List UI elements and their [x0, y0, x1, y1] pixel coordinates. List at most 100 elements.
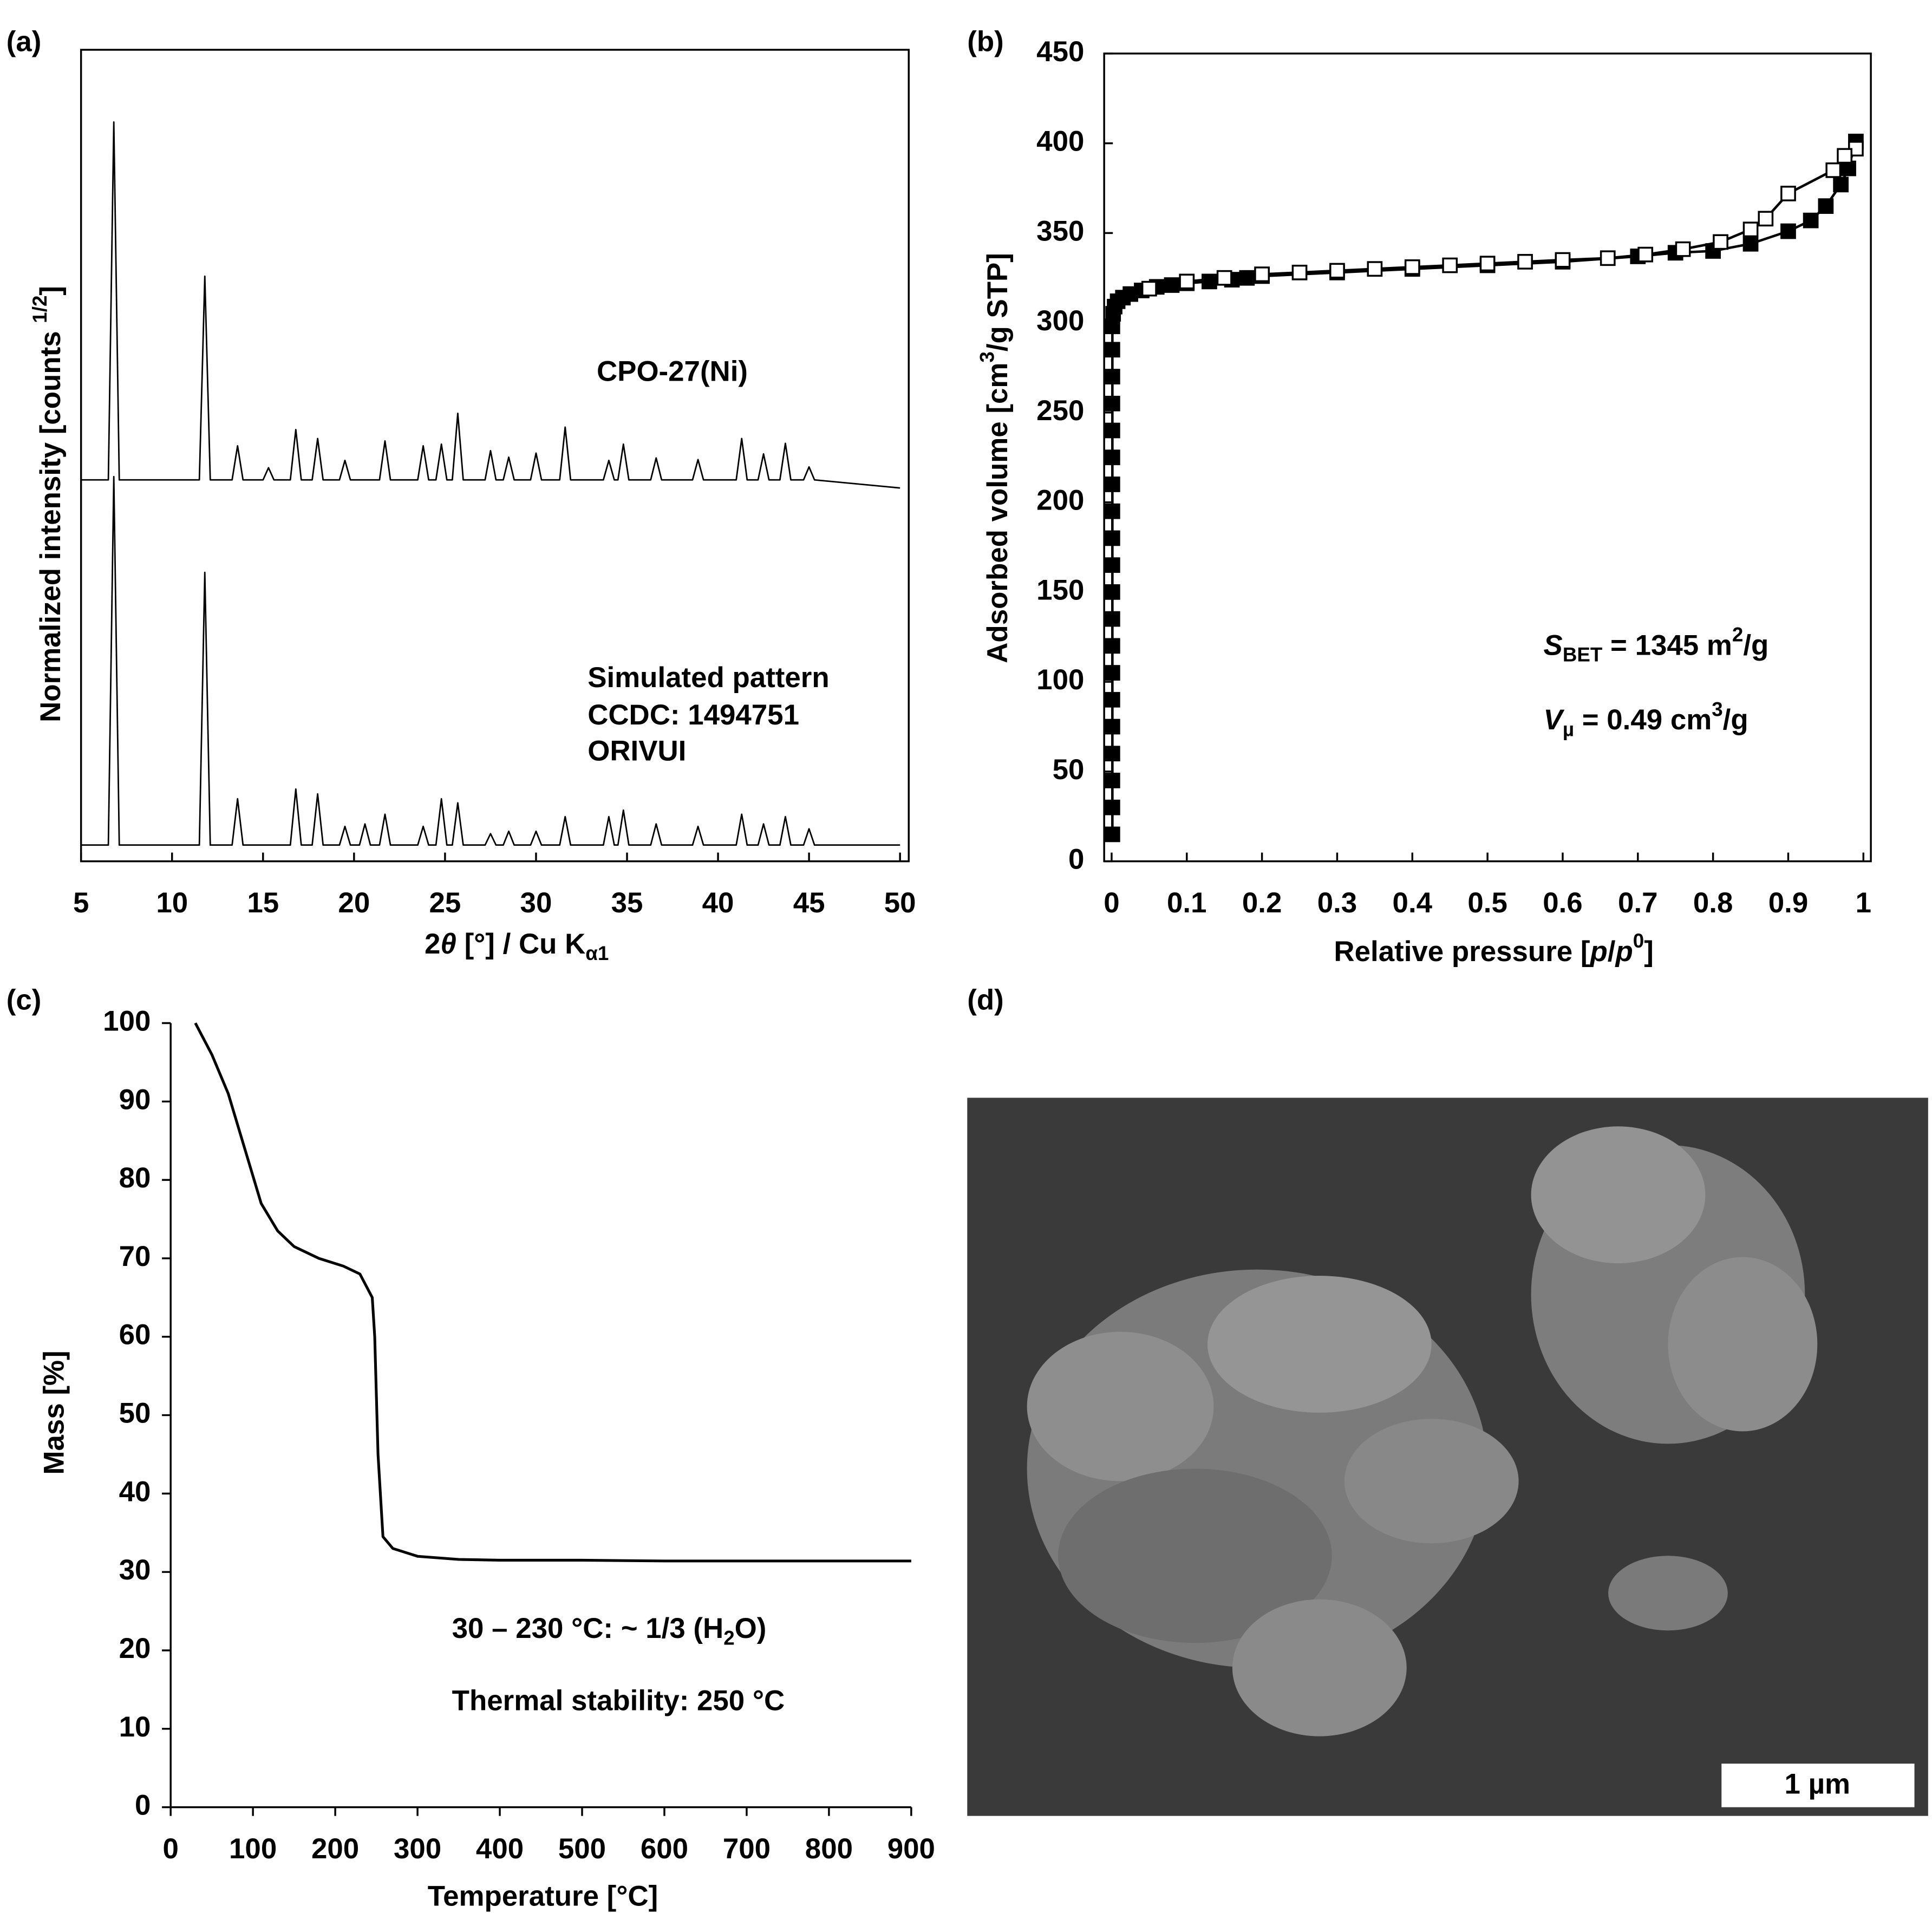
sem-particle — [1608, 1556, 1728, 1631]
data-point — [1104, 638, 1120, 654]
label-part: 3 — [1712, 698, 1722, 720]
data-point — [1555, 252, 1571, 268]
x-tick-label: 25 — [429, 887, 461, 919]
panel-label: (b) — [967, 25, 1004, 57]
y-tick-label: 20 — [119, 1633, 151, 1664]
label-part: 3 — [976, 351, 998, 362]
data-point — [1517, 254, 1533, 270]
label-part: S — [1544, 629, 1563, 661]
plot-frame — [80, 49, 910, 863]
data-point — [1291, 264, 1308, 280]
label-part: 2 — [425, 928, 440, 960]
y-tick-label: 30 — [119, 1554, 151, 1586]
y-tick-label: 0 — [1068, 844, 1084, 876]
y-tick-label: 90 — [119, 1083, 151, 1115]
data-point — [1104, 719, 1120, 735]
label-part: BET — [1563, 643, 1603, 665]
data-point — [1202, 273, 1217, 290]
data-point — [1758, 211, 1774, 227]
x-tick-label: 30 — [520, 887, 552, 919]
x-tick-label: 0.3 — [1317, 887, 1357, 919]
scale-bar-label: 1 µm — [1784, 1768, 1850, 1800]
label-part: 2 — [1732, 623, 1743, 645]
data-point — [1104, 584, 1120, 600]
label-part: µ — [1563, 718, 1574, 740]
panel-label: (c) — [6, 984, 42, 1016]
data-point — [1104, 773, 1120, 788]
label-part: α1 — [585, 942, 609, 964]
y-axis-label: Adsorbed volume [cm3/g STP] — [976, 253, 1014, 663]
x-tick-label: 40 — [702, 887, 734, 919]
y-tick-label: 0 — [135, 1790, 151, 1821]
data-point — [1104, 746, 1120, 762]
y-tick-label: 200 — [1036, 485, 1084, 517]
label-part: 30 – 230 °C: ~ 1/3 (H — [452, 1612, 724, 1644]
label-part: /g — [1743, 629, 1768, 661]
series-label: CPO-27(Ni) — [597, 356, 748, 388]
data-point — [1216, 270, 1232, 286]
label-part: p — [1614, 936, 1633, 968]
label-part: p — [1589, 936, 1607, 968]
data-point — [1780, 223, 1796, 239]
data-point — [1675, 241, 1691, 257]
data-point — [1780, 186, 1796, 201]
y-tick-label: 150 — [1036, 574, 1084, 606]
data-point — [1104, 369, 1120, 384]
data-point — [1367, 261, 1383, 277]
sem-particle — [1058, 1468, 1332, 1643]
data-point — [1104, 799, 1120, 815]
data-point — [1442, 257, 1458, 273]
data-point — [1637, 246, 1654, 263]
y-tick-label: 400 — [1036, 126, 1084, 158]
annotation: Vµ = 0.49 cm3/g — [1544, 698, 1748, 740]
x-tick-label: 1 — [1856, 887, 1871, 919]
data-point — [1239, 270, 1255, 286]
label-part: O) — [735, 1612, 767, 1644]
data-line — [194, 1022, 911, 1563]
data-point — [1104, 395, 1120, 412]
data-point — [1104, 342, 1120, 358]
x-tick-label: 200 — [311, 1833, 359, 1865]
y-tick-label: 10 — [119, 1711, 151, 1743]
x-axis-label: Temperature [°C] — [428, 1880, 658, 1912]
x-tick-label: 0.8 — [1693, 887, 1733, 919]
series-label: Simulated pattern — [588, 662, 829, 694]
label-part: ] — [1644, 936, 1654, 968]
data-point — [1803, 212, 1819, 228]
data-point — [1818, 198, 1834, 214]
x-axis-label: 2θ [°] / Cu Kα1 — [425, 928, 609, 964]
y-tick-label: 350 — [1036, 215, 1084, 247]
data-line — [81, 121, 900, 489]
data-point — [1104, 530, 1120, 546]
y-tick-label: 450 — [1036, 36, 1084, 68]
label-part: Relative pressure [ — [1334, 936, 1590, 968]
x-tick-label: 15 — [247, 887, 279, 919]
data-point — [1104, 691, 1120, 708]
label-part: /g — [1723, 704, 1748, 736]
label-part: 1/2 — [29, 296, 51, 323]
y-tick-label: 250 — [1036, 395, 1084, 427]
x-tick-label: 5 — [73, 887, 89, 919]
x-tick-label: 0.2 — [1242, 887, 1282, 919]
data-point — [1179, 273, 1195, 290]
y-tick-label: 100 — [103, 1005, 151, 1037]
x-tick-label: 20 — [338, 887, 370, 919]
sem-particle — [1027, 1331, 1214, 1481]
data-point — [1479, 256, 1496, 272]
connecting-line — [1148, 147, 1857, 290]
data-point — [1742, 236, 1759, 252]
data-point — [1141, 280, 1157, 297]
y-tick-label: 300 — [1036, 305, 1084, 337]
sem-image — [967, 1098, 1928, 1816]
y-axis-label: Mass [%] — [38, 1350, 70, 1474]
label-part: ] — [35, 286, 67, 296]
label-part: θ — [440, 928, 456, 960]
label-part: V — [1544, 704, 1565, 736]
x-axis-label: Relative pressure [p/p0] — [1334, 930, 1653, 968]
x-tick-label: 400 — [476, 1833, 524, 1865]
y-tick-label: 80 — [119, 1162, 151, 1194]
x-tick-label: 0.1 — [1167, 887, 1206, 919]
label-part: 2 — [723, 1627, 734, 1649]
data-point — [1104, 422, 1120, 439]
